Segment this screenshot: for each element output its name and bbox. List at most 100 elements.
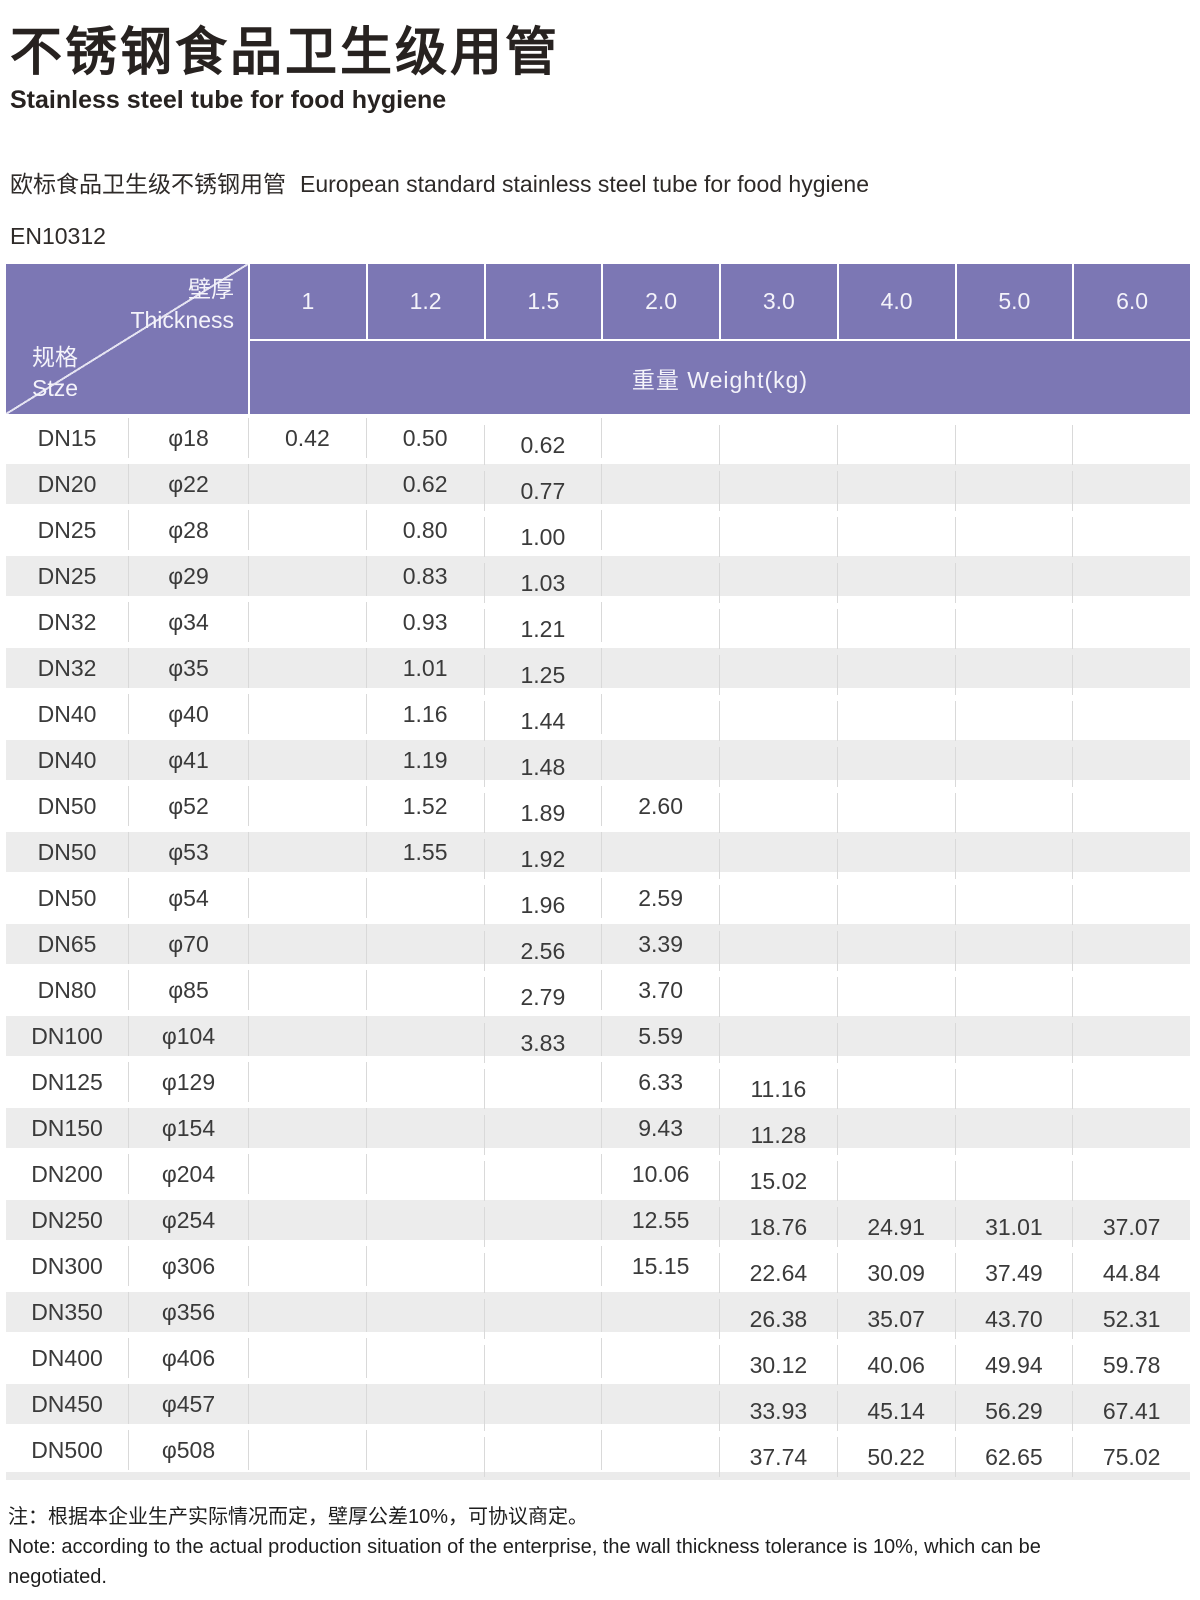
weight-cell: 3.70: [601, 970, 719, 1011]
weight-cell: [954, 655, 1073, 696]
weight-cell: [248, 832, 366, 873]
table-row: DN25 φ28 0.80 1.00: [6, 506, 1190, 558]
dn-cell: DN40: [37, 746, 97, 773]
weight-cell: 1.21: [483, 609, 602, 650]
dn-cell: DN15: [37, 424, 97, 451]
thickness-column-header: 5.0: [954, 264, 1073, 340]
weight-cell: [836, 701, 955, 742]
weight-cell: 37.07: [1072, 1207, 1190, 1248]
weight-cell: [954, 793, 1073, 834]
weight-cell: [719, 563, 837, 604]
diameter-cell: φ40: [128, 694, 248, 735]
weight-cell: 0.80: [365, 510, 484, 551]
table-row: DN250 φ254 12.55 18.76 24.91 31.01 37.07: [6, 1196, 1190, 1248]
weight-cell: [836, 1161, 955, 1202]
weight-cell: 50.22: [836, 1437, 955, 1478]
weight-cell: [601, 464, 719, 505]
table-row: DN65 φ70 2.56 3.39: [6, 920, 1190, 972]
weight-cell: [365, 1338, 484, 1379]
weight-cell: [248, 1338, 366, 1379]
weight-cell: 12.55: [601, 1200, 719, 1241]
weight-cell: [954, 609, 1073, 650]
weight-cell: [954, 1069, 1073, 1110]
weight-cell: [954, 1023, 1073, 1064]
weight-cell: [836, 609, 955, 650]
table-row: DN40 φ41 1.19 1.48: [6, 736, 1190, 788]
diameter-cell: φ70: [128, 924, 248, 965]
weight-cell: 49.94: [954, 1345, 1073, 1386]
weight-cell: [719, 793, 837, 834]
weight-cell: [954, 839, 1073, 880]
weight-cell: 24.91: [836, 1207, 955, 1248]
weight-cell: [719, 885, 837, 926]
thickness-column-header: 1: [248, 264, 366, 340]
weight-cell: 75.02: [1072, 1437, 1190, 1478]
weight-cell: [483, 1299, 602, 1340]
table-row: DN125 φ129 6.33 11.16: [6, 1058, 1190, 1110]
weight-cell: [601, 1338, 719, 1379]
weight-cell: [483, 1253, 602, 1294]
dn-cell: DN40: [37, 700, 97, 727]
table-row: DN25 φ29 0.83 1.03: [6, 552, 1190, 604]
dn-cell: DN65: [37, 930, 97, 957]
weight-cell: 10.06: [601, 1154, 719, 1195]
dn-cell: DN32: [37, 608, 97, 635]
weight-cell: [365, 1016, 484, 1057]
weight-cell: 1.55: [365, 832, 484, 873]
weight-cell: [954, 1115, 1073, 1156]
weight-cell: [248, 1292, 366, 1333]
weight-cell: [1072, 885, 1190, 926]
dn-cell: DN125: [31, 1068, 103, 1095]
weight-cell: 26.38: [719, 1299, 837, 1340]
subtitle-en: European standard stainless steel tube f…: [300, 171, 869, 198]
weight-cell: 30.09: [836, 1253, 955, 1294]
weight-cell: [1072, 701, 1190, 742]
weight-cell: [601, 1384, 719, 1425]
weight-cell: [836, 1023, 955, 1064]
weight-cell: [954, 885, 1073, 926]
weight-cell: 67.41: [1072, 1391, 1190, 1432]
weight-cell: 9.43: [601, 1108, 719, 1149]
weight-cell: [601, 648, 719, 689]
thickness-column-header: 1.2: [365, 264, 484, 340]
weight-cell: 52.31: [1072, 1299, 1190, 1340]
weight-cell: 11.16: [719, 1069, 837, 1110]
weight-cell: 59.78: [1072, 1345, 1190, 1386]
weight-cell: [836, 977, 955, 1018]
weight-cell: 1.48: [483, 747, 602, 788]
weight-cell: [954, 563, 1073, 604]
subtitle-zh: 欧标食品卫生级不锈钢用管: [10, 171, 286, 198]
weight-cell: 0.62: [483, 425, 602, 466]
weight-cell: [836, 839, 955, 880]
weight-cell: [1072, 839, 1190, 880]
weight-cell: [248, 1430, 366, 1471]
weight-header: 重量 Weight(kg): [248, 339, 1190, 415]
weight-cell: [365, 1200, 484, 1241]
weight-cell: 45.14: [836, 1391, 955, 1432]
table-row: DN500 φ508 37.74 50.22 62.65 75.02: [6, 1426, 1190, 1478]
thickness-column-header: 1.5: [483, 264, 602, 340]
weight-cell: [836, 563, 955, 604]
weight-cell: 2.60: [601, 786, 719, 827]
corner-thickness-en: Thickness: [130, 307, 234, 334]
weight-cell: [365, 1062, 484, 1103]
diameter-cell: φ35: [128, 648, 248, 689]
weight-cell: 2.59: [601, 878, 719, 919]
weight-cell: [601, 832, 719, 873]
weight-cell: [1072, 1023, 1190, 1064]
weight-cell: 3.83: [483, 1023, 602, 1064]
weight-cell: [836, 1115, 955, 1156]
weight-cell: 1.03: [483, 563, 602, 604]
page-title-en: Stainless steel tube for food hygiene: [10, 86, 447, 115]
weight-cell: [248, 1108, 366, 1149]
page-title-zh: 不锈钢食品卫生级用管: [10, 24, 561, 82]
weight-cell: [365, 924, 484, 965]
diameter-cell: φ54: [128, 878, 248, 919]
thickness-column-header: 6.0: [1072, 264, 1190, 340]
table-row: DN32 φ34 0.93 1.21: [6, 598, 1190, 650]
weight-cell: 15.02: [719, 1161, 837, 1202]
weight-cell: [1072, 747, 1190, 788]
table-row: DN50 φ54 1.96 2.59: [6, 874, 1190, 926]
weight-cell: [719, 517, 837, 558]
weight-cell: 37.74: [719, 1437, 837, 1478]
